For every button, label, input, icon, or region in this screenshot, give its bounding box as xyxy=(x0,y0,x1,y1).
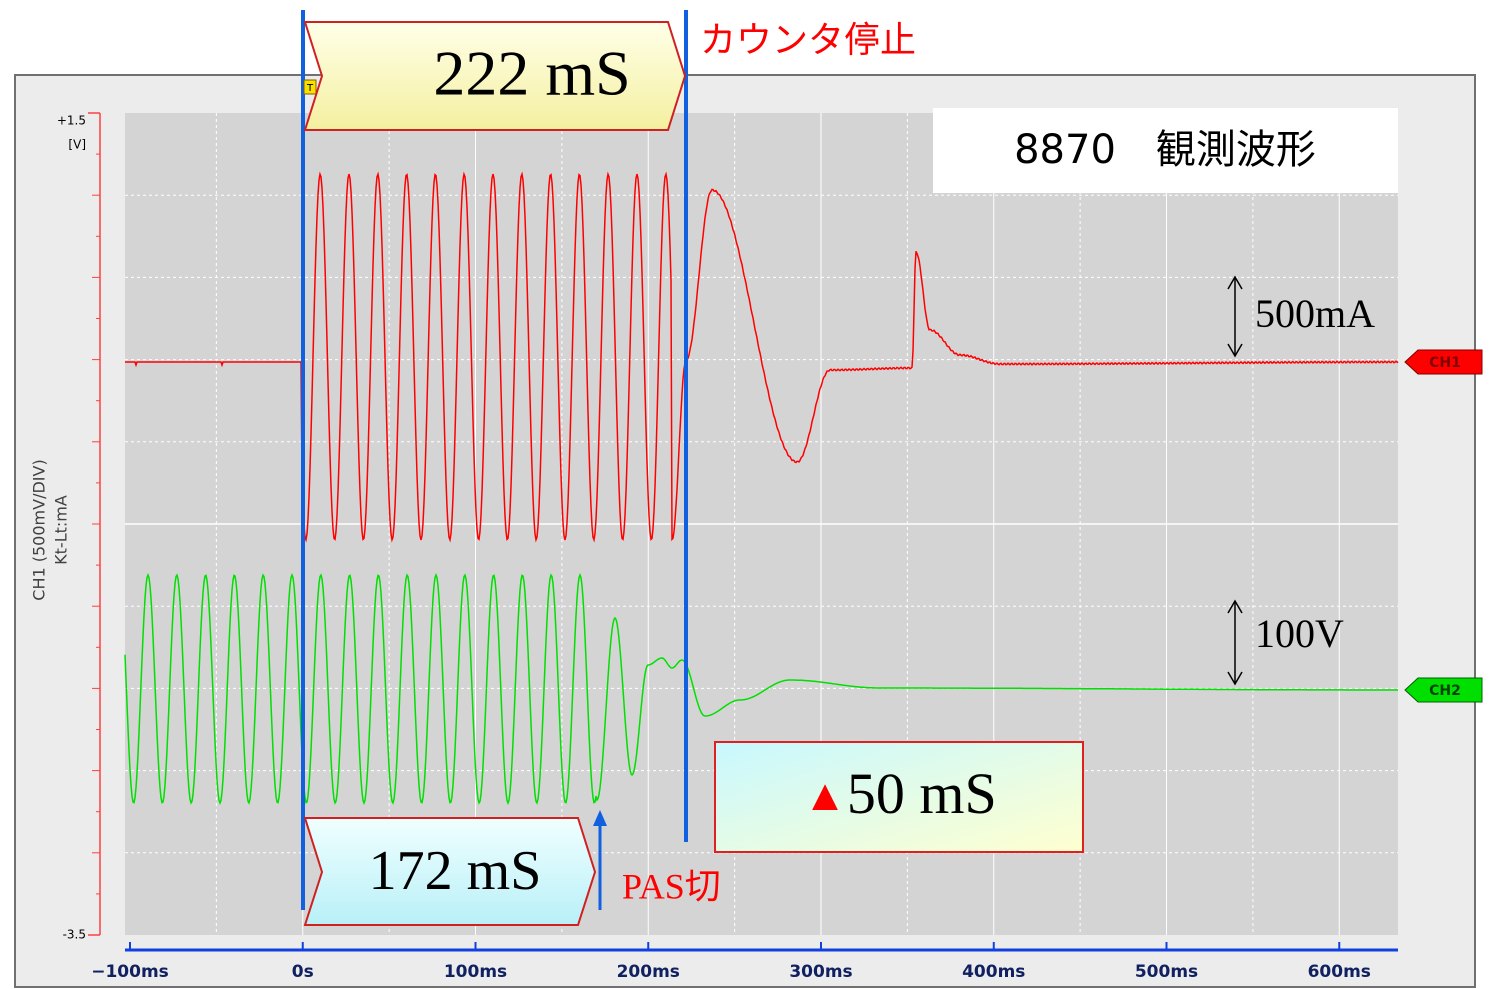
ch2-scale: 100V xyxy=(1255,611,1344,656)
difference-symbol: ▲ xyxy=(803,771,847,820)
x-tick-label: 300ms xyxy=(789,962,852,982)
scale-arrow-ch2 xyxy=(1227,599,1243,686)
counter-stop: カウンタ停止 xyxy=(700,20,916,61)
trigger-label: T xyxy=(306,83,314,94)
y-tick-label: +1.5 xyxy=(57,114,86,128)
difference-box xyxy=(714,741,1084,853)
y-axis-label: CH1 (500mV/DIV) xyxy=(30,459,49,600)
counter-time: 222 mS xyxy=(433,38,630,109)
pas-time: 172 mS xyxy=(369,840,542,902)
cursor-pas-arrow xyxy=(593,810,607,826)
x-tick-label: 0s xyxy=(292,962,314,982)
scale-arrow-ch1 xyxy=(1227,275,1243,358)
y-unit: [V] xyxy=(68,138,86,152)
difference: ▲50 mS xyxy=(803,761,996,826)
chart-title: 8870 観測波形 xyxy=(1014,127,1316,173)
x-tick-label: 500ms xyxy=(1135,962,1198,982)
x-tick-label: 600ms xyxy=(1308,962,1371,982)
pas-time-box xyxy=(303,817,597,926)
y-tick-label: -3.5 xyxy=(63,928,86,942)
x-tick-label: 100ms xyxy=(444,962,507,982)
trigger-marker xyxy=(303,79,317,95)
ch1-tag-label: CH1 xyxy=(1429,355,1461,371)
y-axis-label: Kt-Lt:mA xyxy=(52,495,71,565)
traces xyxy=(124,171,1399,806)
difference-text: 50 mS xyxy=(847,761,997,826)
pas-off: PAS切 xyxy=(622,866,721,906)
axes: −100ms 0s 100ms 200ms 300ms 400ms 500ms 600ms +1… xyxy=(30,112,1398,982)
ch2-trace xyxy=(124,572,1398,806)
ch1-tag xyxy=(1404,349,1483,375)
ch2-tag-label: CH2 xyxy=(1429,683,1461,699)
counter-time-box xyxy=(303,21,687,131)
ch2-tag xyxy=(1404,677,1483,703)
ch1-trace xyxy=(125,171,1399,543)
ch1-scale: 500mA xyxy=(1255,291,1375,336)
x-tick-label: 200ms xyxy=(617,962,680,982)
x-tick-label: 400ms xyxy=(962,962,1025,982)
title-box xyxy=(933,108,1398,193)
x-tick-label: −100ms xyxy=(91,962,169,982)
